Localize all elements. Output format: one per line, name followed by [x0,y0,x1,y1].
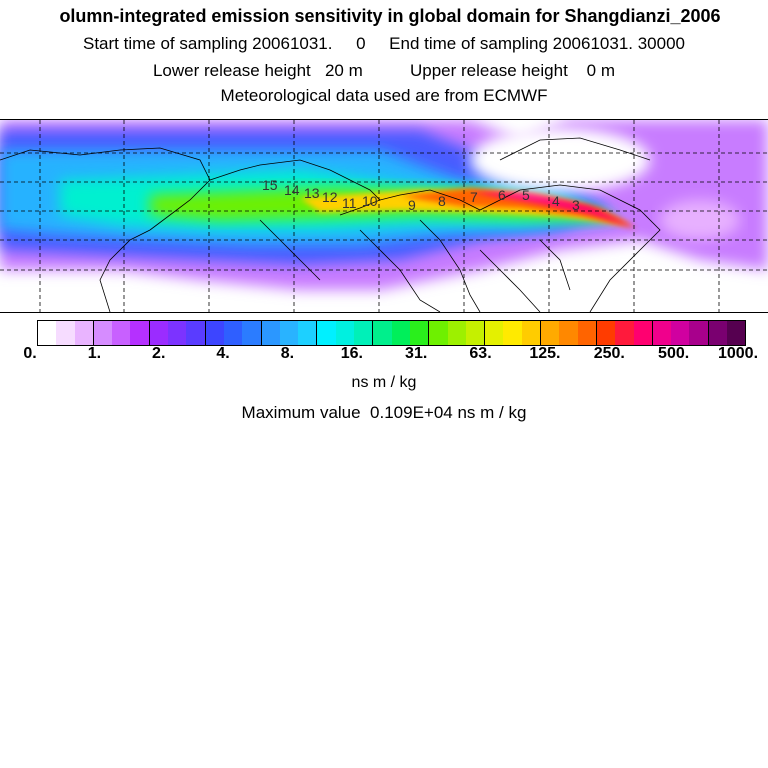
colorbar-swatch [149,321,169,345]
colorbar-tick-label: 1000. [717,345,759,362]
release-heights: Lower release height 20 m Upper release … [152,61,616,80]
colorbar-swatch [56,321,75,345]
colorbar-swatch [130,321,150,345]
colorbar-swatch [633,321,653,345]
colorbar-swatch [38,321,57,345]
colorbar-swatch [205,321,224,345]
colorbar-tick-label: 4. [216,345,230,362]
colorbar-swatch [541,321,560,345]
colorbar-swatch [373,321,392,345]
trajectory-day-label: 9 [408,197,416,213]
met-data-source: Meteorological data used are from ECMWF [220,86,548,105]
trajectory-day-label: 11 [342,195,357,211]
colorbar-swatch [429,321,448,345]
trajectory-day-label: 3 [572,197,580,213]
colorbar-swatch [354,321,374,345]
colorbar-swatch [447,321,466,345]
colorbar-swatch [521,321,542,345]
colorbar-swatch [409,321,430,345]
sampling-times: Start time of sampling 20061031. 0 End t… [83,34,685,53]
colorbar-tick-label: 31. [405,345,428,362]
trajectory-day-label: 10 [362,193,378,209]
colorbar-swatch [726,321,746,345]
colorbar-swatch [112,321,131,345]
colorbar-swatch [335,321,355,345]
trajectory-day-label: 13 [304,185,320,201]
colorbar-swatch [671,321,690,345]
trajectory-day-label: 8 [438,193,446,209]
colorbar-swatch [242,321,262,345]
colorbar-swatch [186,321,206,345]
trajectory-day-label: 4 [552,193,560,209]
plot-title: olumn-integrated emission sensitivity in… [59,6,721,26]
colorbar-tick-label: 0. [23,345,37,362]
colorbar-tick-label: 8. [280,345,295,362]
colorbar [37,320,746,346]
colorbar-tick-label: 63. [469,345,492,362]
colorbar-swatch [93,321,113,345]
colorbar-swatch [485,321,504,345]
trajectory-day-label: 5 [522,187,530,203]
colorbar-ticks: 0. 1. 2. 4. 8. 16. 31. 63. 125. 250. 500. 1000. [0,345,768,365]
colorbar-swatch [559,321,578,345]
colorbar-swatch [652,321,672,345]
colorbar-swatch [168,321,187,345]
colorbar-swatch [279,321,299,345]
colorbar-swatch [317,321,336,345]
colorbar-swatch [615,321,634,345]
colorbar-tick-label: 500. [658,345,690,362]
colorbar-swatch [261,321,280,345]
colorbar-swatch [503,321,522,345]
colorbar-tick-label: 250. [593,345,625,362]
colorbar-units: ns m / kg [351,374,417,391]
trajectory-day-label: 12 [322,189,338,205]
trajectory-day-label: 7 [470,189,478,205]
colorbar-swatch [74,321,94,345]
colorbar-swatch [391,321,410,345]
colorbar-tick-label: 2. [152,345,166,362]
colorbar-swatch [223,321,243,345]
trajectory-day-label: 15 [262,177,278,193]
colorbar-swatch [708,321,727,345]
maximum-value: Maximum value 0.109E+04 ns m / kg [241,403,527,422]
trajectory-day-label: 6 [498,187,506,203]
colorbar-tick-label: 125. [529,345,561,362]
colorbar-swatch [298,321,318,345]
trajectory-day-label: 14 [284,182,300,198]
colorbar-swatch [577,321,597,345]
emission-sensitivity-map: 15 14 13 12 11 10 9 8 7 6 5 4 3 [0,119,768,313]
colorbar-swatch [596,321,616,345]
colorbar-tick-label: 1. [87,345,102,362]
colorbar-swatch [465,321,486,345]
colorbar-tick-label: 16. [340,345,363,362]
colorbar-swatch [689,321,709,345]
